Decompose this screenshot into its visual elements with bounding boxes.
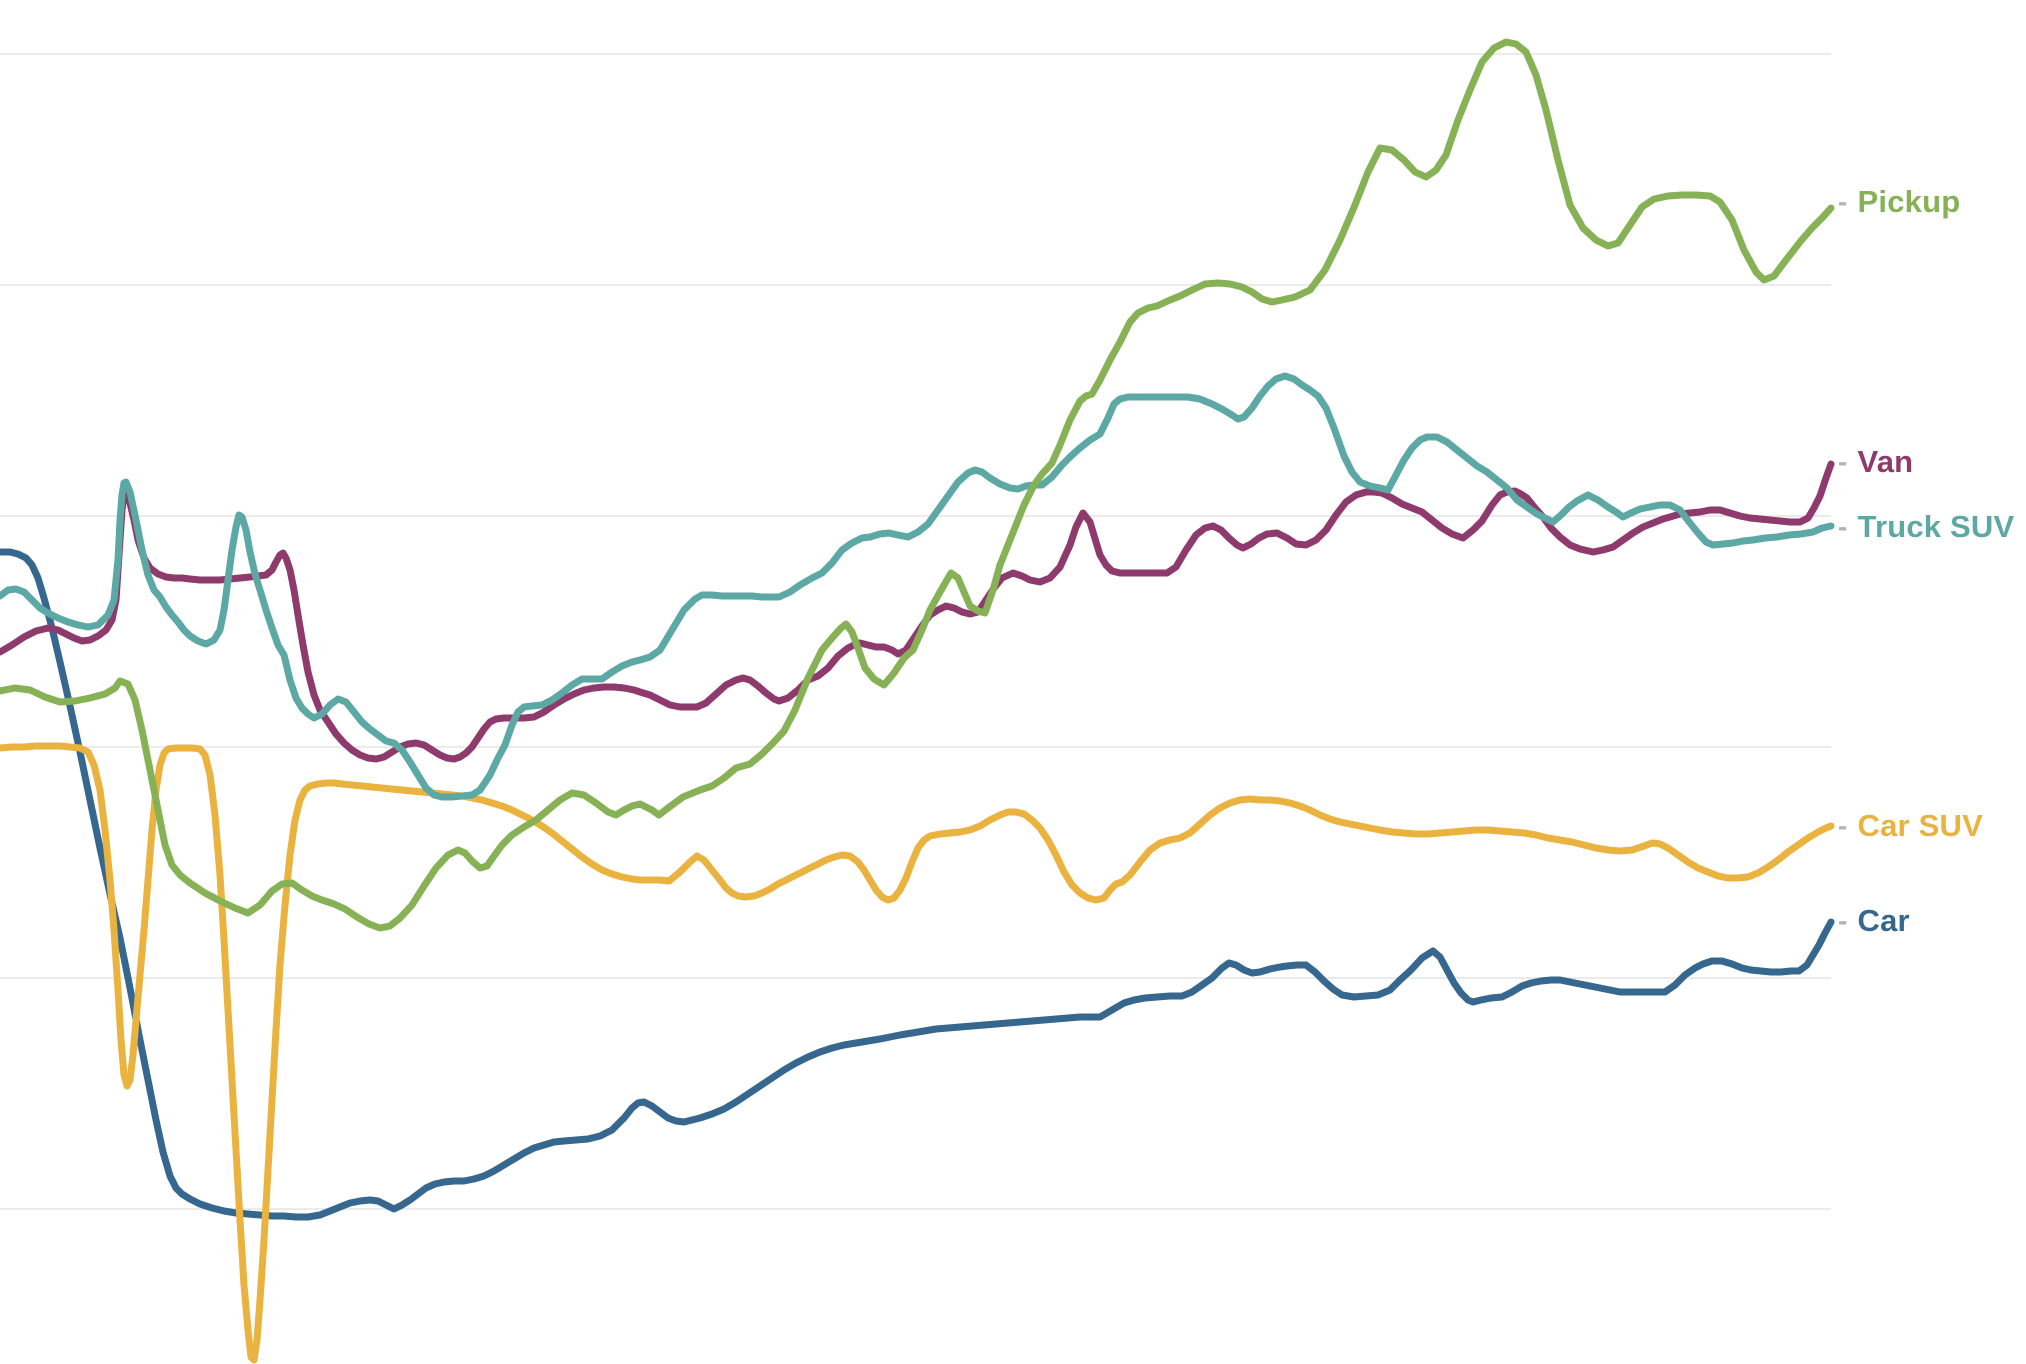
series-label-text: Van: [1857, 444, 1914, 479]
line-car-suv: [0, 742, 1835, 1364]
series-label-text: Pickup: [1857, 184, 1961, 219]
line-car: [0, 548, 1835, 1221]
series-label-text: Car: [1857, 903, 1910, 938]
line-truck-suv: [0, 372, 1835, 801]
series-label-van: - Van: [1838, 444, 1913, 480]
line-pickup: [0, 38, 1835, 932]
label-tick-dash: -: [1838, 511, 1848, 542]
series-label-car: - Car: [1838, 903, 1910, 939]
series-label-text: Truck SUV: [1857, 509, 2015, 544]
series-label-truck-suv: - Truck SUV: [1838, 509, 2014, 545]
series-label-text: Car SUV: [1857, 808, 1983, 843]
label-tick-dash: -: [1838, 810, 1848, 841]
label-tick-dash: -: [1838, 186, 1848, 217]
series-lines: [0, 38, 1835, 1364]
line-van: [0, 460, 1835, 763]
series-label-pickup: - Pickup: [1838, 184, 1960, 220]
label-tick-dash: -: [1838, 905, 1848, 936]
series-label-car-suv: - Car SUV: [1838, 808, 1983, 844]
label-tick-dash: -: [1838, 446, 1848, 477]
